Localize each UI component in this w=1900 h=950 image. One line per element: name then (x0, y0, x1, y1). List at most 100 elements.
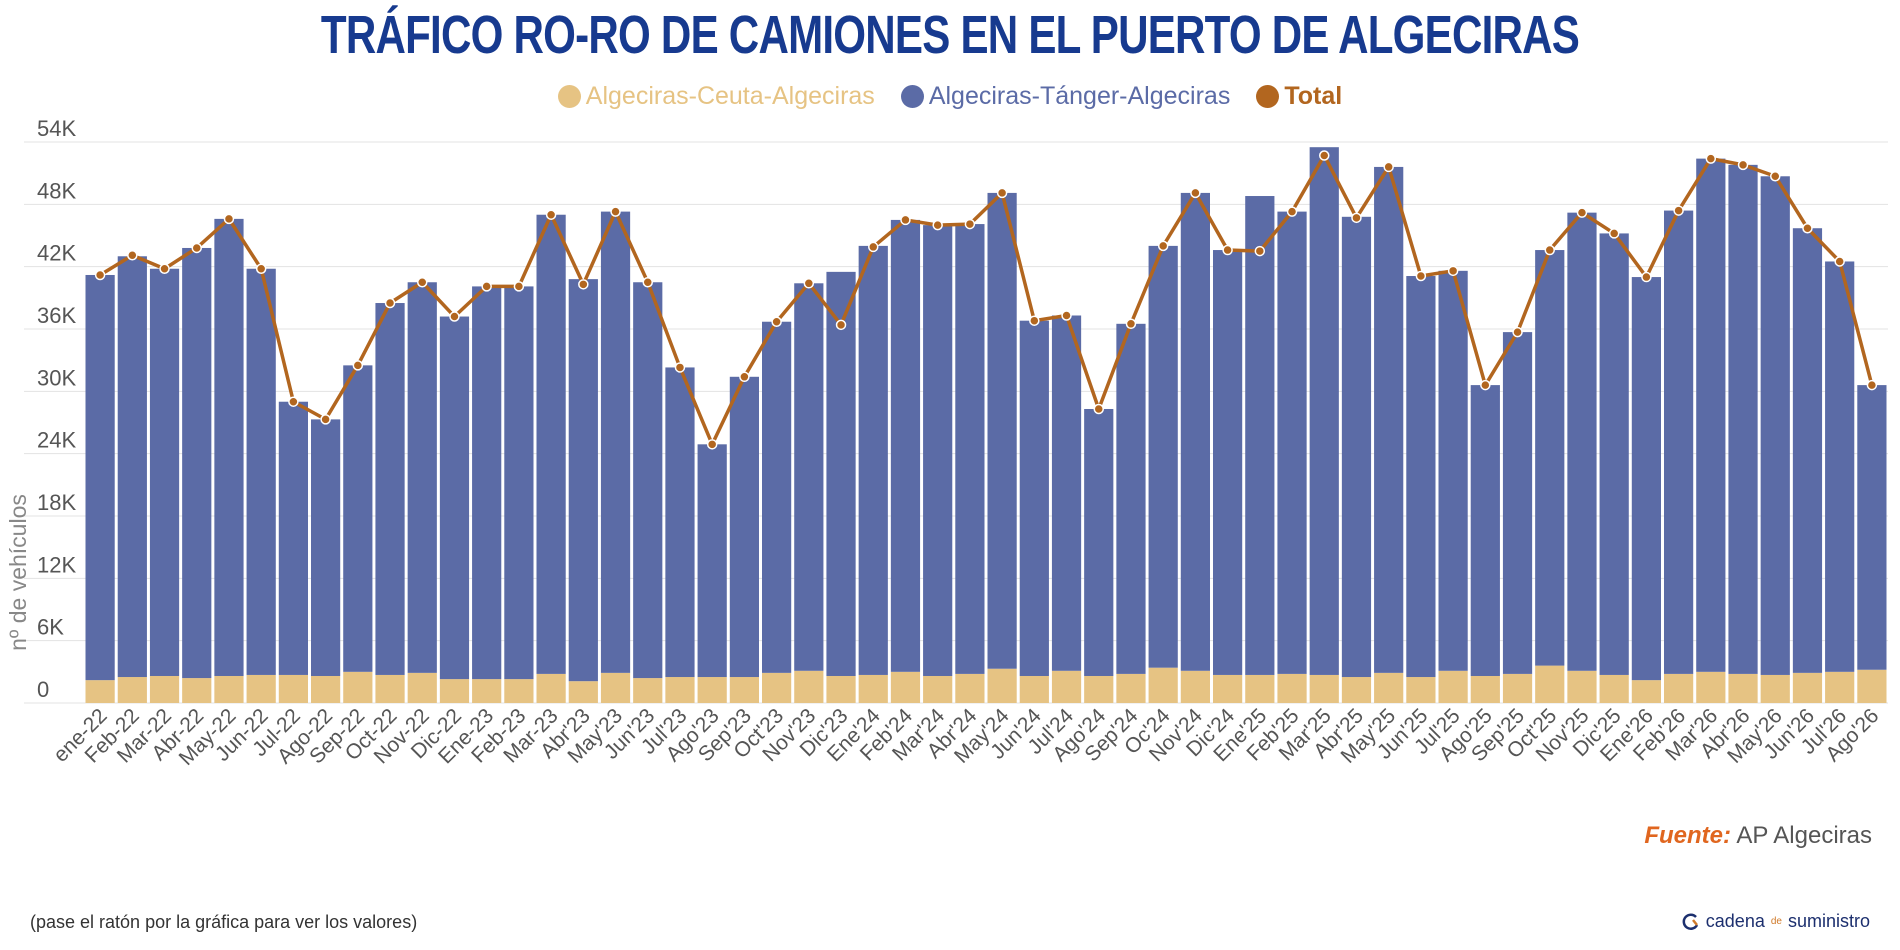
total-point[interactable] (449, 311, 460, 322)
bar-tanger[interactable] (1116, 323, 1146, 674)
bar-tanger[interactable] (1857, 385, 1887, 670)
bar-tanger[interactable] (1728, 164, 1758, 674)
legend-item-tanger[interactable]: Algeciras-Tánger-Algeciras (900, 82, 1230, 111)
bar-ceuta[interactable] (1792, 672, 1823, 703)
total-point[interactable] (1802, 222, 1813, 234)
bar-tanger[interactable] (1599, 233, 1629, 675)
bar-tanger[interactable] (665, 367, 695, 678)
bar-tanger[interactable] (1406, 276, 1436, 678)
bar-tanger[interactable] (1341, 216, 1372, 678)
bar-tanger[interactable] (858, 245, 888, 675)
bar-tanger[interactable] (85, 274, 115, 681)
bar-tanger[interactable] (1309, 147, 1339, 675)
bar-tanger[interactable] (1502, 332, 1533, 674)
bar-tanger[interactable] (890, 219, 921, 672)
bar-ceuta[interactable] (149, 675, 180, 703)
total-point[interactable] (1125, 318, 1137, 330)
bar-tanger[interactable] (439, 316, 470, 680)
total-point[interactable] (1029, 315, 1040, 326)
total-point[interactable] (127, 249, 138, 261)
total-point[interactable] (288, 396, 299, 407)
bar-ceuta[interactable] (1664, 673, 1694, 703)
total-point[interactable] (223, 213, 235, 225)
bar-tanger[interactable] (1277, 211, 1307, 674)
bar-tanger[interactable] (149, 268, 180, 676)
bar-tanger[interactable] (311, 419, 341, 676)
bar-tanger[interactable] (600, 211, 631, 673)
bar-tanger[interactable] (729, 376, 759, 678)
bar-tanger[interactable] (1792, 228, 1823, 673)
bar-ceuta[interactable] (246, 674, 276, 703)
bar-ceuta[interactable] (1825, 671, 1855, 703)
bar-ceuta[interactable] (1051, 670, 1082, 703)
total-point[interactable] (1415, 270, 1427, 282)
bar-tanger[interactable] (1438, 270, 1468, 671)
bar-ceuta[interactable] (1116, 673, 1146, 703)
bar-ceuta[interactable] (1728, 673, 1758, 703)
bar-tanger[interactable] (278, 401, 308, 675)
bar-tanger[interactable] (1019, 320, 1049, 676)
total-point[interactable] (1190, 187, 1201, 199)
bar-ceuta[interactable] (858, 674, 888, 703)
bar-ceuta[interactable] (407, 672, 437, 703)
total-point[interactable] (868, 241, 879, 253)
bar-tanger[interactable] (504, 286, 534, 680)
bar-ceuta[interactable] (1631, 680, 1661, 703)
bar-ceuta[interactable] (1406, 677, 1436, 703)
bar-tanger[interactable] (375, 303, 405, 675)
bar-ceuta[interactable] (890, 671, 921, 703)
total-point[interactable] (610, 206, 621, 217)
bar-tanger[interactable] (1148, 245, 1178, 668)
bar-ceuta[interactable] (504, 679, 534, 703)
total-point[interactable] (1641, 271, 1652, 283)
bar-tanger[interactable] (182, 247, 212, 679)
bar-tanger[interactable] (117, 256, 147, 678)
total-point[interactable] (1576, 207, 1588, 218)
bar-ceuta[interactable] (343, 671, 373, 703)
bar-tanger[interactable] (407, 282, 437, 673)
total-point[interactable] (384, 297, 396, 309)
total-point[interactable] (481, 281, 492, 292)
bar-tanger[interactable] (246, 268, 276, 675)
bar-ceuta[interactable] (472, 679, 502, 703)
total-point[interactable] (191, 242, 202, 254)
bar-ceuta[interactable] (1148, 667, 1178, 703)
bar-ceuta[interactable] (1760, 674, 1790, 703)
bar-ceuta[interactable] (1599, 674, 1629, 703)
total-point[interactable] (1705, 153, 1717, 164)
total-point[interactable] (803, 278, 815, 289)
legend-item-ceuta[interactable]: Algeciras-Ceuta-Algeciras (557, 82, 875, 111)
bar-tanger[interactable] (1825, 261, 1855, 672)
bar-tanger[interactable] (1374, 166, 1404, 673)
bar-ceuta[interactable] (826, 675, 856, 703)
total-point[interactable] (352, 360, 364, 371)
total-point[interactable] (835, 319, 847, 331)
total-point[interactable] (964, 218, 976, 230)
bar-ceuta[interactable] (568, 681, 598, 703)
bar-tanger[interactable] (1631, 277, 1661, 681)
total-point[interactable] (674, 362, 686, 373)
bar-tanger[interactable] (762, 321, 792, 673)
total-point[interactable] (1061, 310, 1072, 321)
bar-ceuta[interactable] (375, 674, 405, 703)
legend-item-total[interactable]: Total (1256, 82, 1342, 111)
bar-tanger[interactable] (214, 218, 244, 676)
total-point[interactable] (1544, 244, 1555, 256)
bar-tanger[interactable] (1567, 212, 1597, 671)
bar-tanger[interactable] (826, 271, 856, 676)
total-point[interactable] (1866, 379, 1878, 391)
bar-ceuta[interactable] (117, 677, 147, 703)
bar-ceuta[interactable] (1277, 673, 1307, 703)
bar-tanger[interactable] (1696, 158, 1726, 672)
bar-tanger[interactable] (1180, 192, 1210, 671)
bar-ceuta[interactable] (1180, 670, 1210, 703)
total-point[interactable] (1480, 379, 1491, 391)
total-point[interactable] (1447, 265, 1459, 277)
total-point[interactable] (1512, 326, 1523, 338)
total-point[interactable] (1834, 256, 1845, 267)
bar-ceuta[interactable] (762, 672, 792, 703)
total-point[interactable] (1351, 212, 1362, 224)
bar-tanger[interactable] (1213, 250, 1243, 675)
total-point[interactable] (932, 219, 943, 231)
bar-ceuta[interactable] (182, 678, 212, 703)
